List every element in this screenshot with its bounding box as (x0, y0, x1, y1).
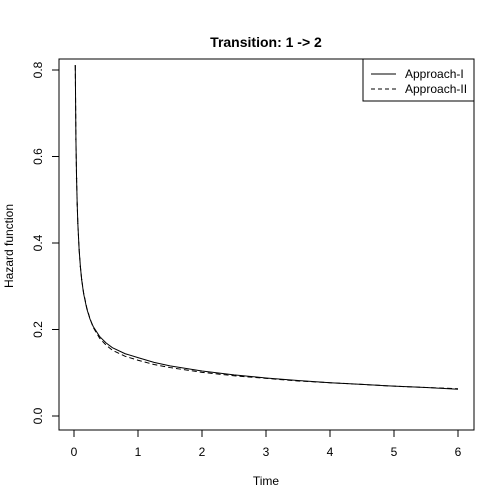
data-point-approach-ii (81, 278, 83, 280)
x-axis: 0 1 2 3 4 5 6 (71, 430, 462, 459)
data-point-approach-ii (79, 266, 81, 268)
plot-frame (58, 58, 475, 431)
legend-label-approach-ii: Approach-II (405, 82, 467, 96)
x-tick-label: 2 (199, 445, 206, 459)
data-point-approach-ii (74, 65, 76, 67)
legend: Approach-I Approach-II (362, 58, 475, 102)
data-point-approach-ii (77, 222, 79, 225)
y-axis-label: Hazard function (2, 204, 16, 288)
data-point-approach-ii (75, 138, 77, 140)
series-layer (74, 65, 459, 390)
x-tick-label: 3 (263, 445, 270, 459)
x-tick-label: 4 (327, 445, 334, 459)
x-tick-label: 5 (391, 445, 398, 459)
x-tick-label: 6 (455, 445, 462, 459)
y-axis: 0.0 0.2 0.4 0.6 0.8 (31, 61, 59, 424)
y-tick-label: 0.8 (31, 61, 45, 78)
y-tick-label: 0.4 (31, 234, 45, 251)
x-tick-label: 0 (71, 445, 78, 459)
y-tick-label: 0.6 (31, 148, 45, 165)
data-point-approach-ii (75, 177, 78, 179)
data-point-approach-ii (78, 248, 80, 251)
y-tick-label: 0.0 (31, 407, 45, 424)
legend-box (362, 58, 475, 102)
series-line-approach-i (74, 65, 459, 390)
y-tick-label: 0.2 (31, 321, 45, 338)
x-tick-label: 1 (135, 445, 142, 459)
series-line-approach-ii (74, 65, 459, 390)
legend-label-approach-i: Approach-I (405, 67, 464, 81)
x-axis-label: Time (253, 474, 280, 488)
chart-title: Transition: 1 -> 2 (210, 34, 322, 50)
data-point-approach-ii (76, 203, 78, 205)
